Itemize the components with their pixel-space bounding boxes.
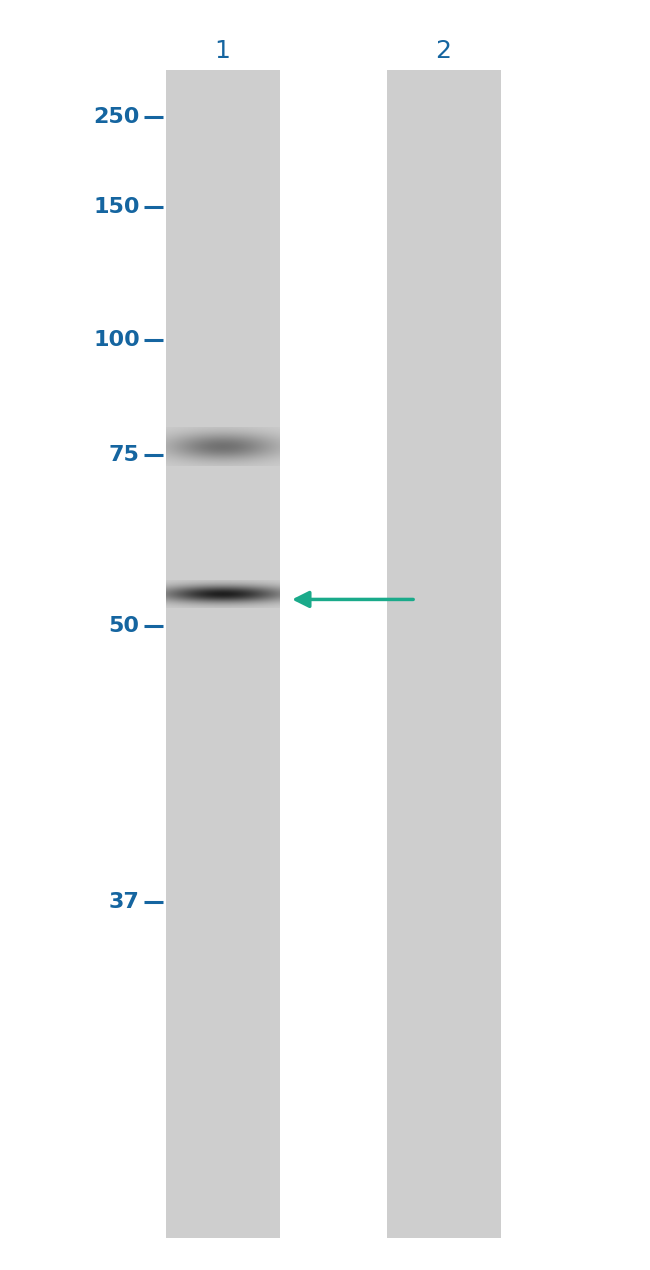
- Text: 75: 75: [109, 444, 140, 465]
- Text: 100: 100: [93, 330, 140, 351]
- Text: 50: 50: [109, 616, 140, 636]
- Bar: [387, 70, 500, 1238]
- Text: 150: 150: [93, 197, 140, 217]
- Text: 37: 37: [109, 892, 140, 912]
- Text: 1: 1: [214, 39, 230, 62]
- Text: 2: 2: [436, 39, 451, 62]
- Bar: [166, 70, 280, 1238]
- Text: 250: 250: [94, 107, 140, 127]
